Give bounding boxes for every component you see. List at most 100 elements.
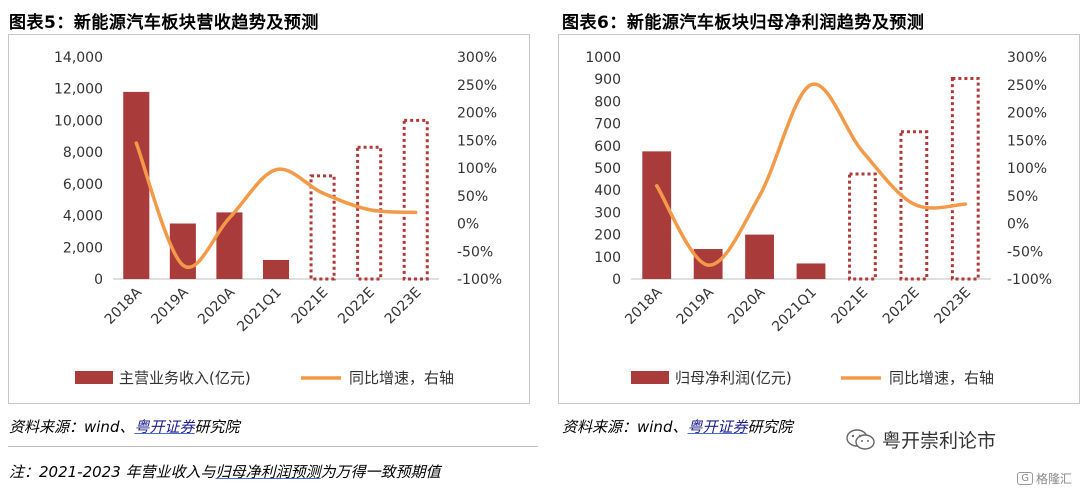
source-note-right: 资料来源：wind、粤开证券研究院 (562, 416, 793, 437)
y-tick-label: 14,000 (54, 50, 103, 66)
footnote: 注：2021-2023 年营业收入与归母净利润预测为万得一致预期值 (9, 461, 441, 482)
growth-point (415, 211, 417, 213)
data-bar (216, 212, 243, 279)
y-tick-label: 200 (594, 228, 621, 244)
y-tick-label: 2,000 (63, 240, 103, 256)
watermark: G 格隆汇 (1017, 470, 1072, 487)
forecast-bar (309, 174, 336, 281)
y-tick-label: 12,000 (54, 82, 103, 98)
x-tick-label: 2019A (148, 284, 192, 328)
legend-bar-swatch (631, 371, 669, 384)
growth-point (322, 192, 324, 194)
y-tick-label: 4,000 (63, 209, 103, 225)
legend-line-label: 同比增速，右轴 (889, 369, 994, 387)
wechat-icon (846, 428, 876, 451)
source-link[interactable]: 粤开证券 (134, 418, 195, 436)
y2-tick-label: 150% (457, 133, 497, 149)
data-bar (123, 91, 150, 279)
legend-bar-swatch (75, 371, 113, 384)
x-tick-label: 2021E (828, 285, 871, 328)
y-tick-label: 500 (594, 161, 621, 177)
growth-point (182, 264, 184, 266)
y-tick-label: 600 (594, 139, 621, 155)
y2-tick-label: 100% (1007, 161, 1047, 177)
growth-line (654, 82, 968, 267)
growth-point (913, 203, 915, 205)
growth-line (134, 141, 418, 269)
source-suffix: 研究院 (747, 418, 793, 436)
y2-tick-label: 250% (457, 78, 497, 94)
growth-point (228, 217, 230, 219)
chart-title-profit: 图表6：新能源汽车板块归母净利润趋势及预测 (562, 13, 925, 33)
y2-tick-label: -100% (1007, 272, 1052, 288)
y2-tick-label: 0% (457, 217, 479, 233)
note-suffix: 为万得一致预期值 (320, 463, 441, 481)
x-tick-label: 2020A (195, 284, 239, 328)
x-tick-label: 2020A (725, 284, 769, 328)
y2-tick-label: 200% (457, 106, 497, 122)
y2-tick-label: -50% (457, 244, 493, 260)
x-tick-label: 2019A (674, 284, 718, 328)
data-bar (796, 263, 826, 279)
forecast-bar (848, 172, 877, 281)
data-bar (262, 259, 290, 279)
legend-bar-label: 主营业务收入(亿元) (119, 369, 251, 387)
y-tick-label: 900 (594, 72, 621, 88)
chart-title-revenue: 图表5：新能源汽车板块营收趋势及预测 (9, 13, 319, 33)
watermark-label: 格隆汇 (1035, 472, 1072, 486)
y2-tick-label: 150% (1007, 133, 1047, 149)
forecast-bar (402, 118, 429, 281)
x-tick-label: 2018A (102, 284, 146, 328)
y2-tick-label: 300% (1007, 50, 1047, 66)
data-bar (642, 151, 672, 279)
y2-tick-label: 200% (1007, 106, 1047, 122)
y-tick-label: 0 (612, 272, 621, 288)
source-prefix: 资料来源：wind、 (9, 418, 135, 436)
legend-bar-label: 归母净利润(亿元) (675, 369, 792, 387)
growth-point (135, 142, 137, 144)
divider (8, 446, 538, 447)
growth-point (368, 209, 370, 211)
y2-tick-label: 250% (1007, 78, 1047, 94)
y-tick-label: 700 (594, 117, 621, 133)
source-prefix: 资料来源：wind、 (562, 418, 688, 436)
x-tick-label: 2021E (289, 285, 332, 328)
growth-point (759, 195, 761, 197)
x-tick-label: 2018A (622, 284, 666, 328)
watermark-logo: G (1017, 472, 1033, 485)
x-tick-label: 2023E (931, 285, 974, 328)
y2-tick-label: -50% (1007, 244, 1043, 260)
y-tick-label: 6,000 (63, 177, 103, 193)
y2-tick-label: 50% (457, 189, 488, 205)
forecast-bar (950, 76, 980, 281)
profit-chart-svg: 0 100 200 300 400 500 600 700 800 900 1000 -100% -50… (585, 50, 1052, 387)
x-tick-label: 2021Q1 (234, 285, 285, 336)
growth-point (275, 169, 277, 171)
x-tick-label: 2021Q1 (769, 285, 820, 336)
y2-tick-label: 300% (457, 50, 497, 66)
forecast-bar (356, 145, 383, 281)
y-tick-label: 1000 (585, 50, 621, 66)
y-tick-label: 8,000 (63, 145, 103, 161)
profit-chart: 0 100 200 300 400 500 600 700 800 900 1000 -100% -50… (558, 34, 1080, 404)
y-tick-label: 0 (94, 272, 103, 288)
brand-signature: 粤开崇利论市 (846, 426, 996, 453)
growth-point (964, 203, 966, 205)
note-prefix: 注：2021-2023 年营业收入与 (9, 463, 216, 481)
forecast-bar (899, 130, 929, 281)
y-tick-label: 100 (594, 250, 621, 266)
note-link[interactable]: 归母净利润预测 (215, 463, 321, 481)
x-tick-label: 2022E (880, 285, 923, 328)
y-tick-label: 400 (594, 183, 621, 199)
source-suffix: 研究院 (194, 418, 240, 436)
legend-line-label: 同比增速，右轴 (349, 369, 454, 387)
revenue-chart-svg: 0 2,000 4,000 6,000 8,000 10,000 12,000 14,000 -… (54, 50, 502, 387)
revenue-chart: 0 2,000 4,000 6,000 8,000 10,000 12,000 14,000 -… (8, 34, 530, 404)
source-link[interactable]: 粤开证券 (687, 418, 748, 436)
source-note-left: 资料来源：wind、粤开证券研究院 (9, 416, 240, 437)
growth-point (707, 264, 709, 266)
y-tick-label: 300 (594, 205, 621, 221)
y2-tick-label: 0% (1007, 217, 1029, 233)
growth-point (656, 185, 658, 187)
y2-tick-label: 50% (1007, 189, 1038, 205)
